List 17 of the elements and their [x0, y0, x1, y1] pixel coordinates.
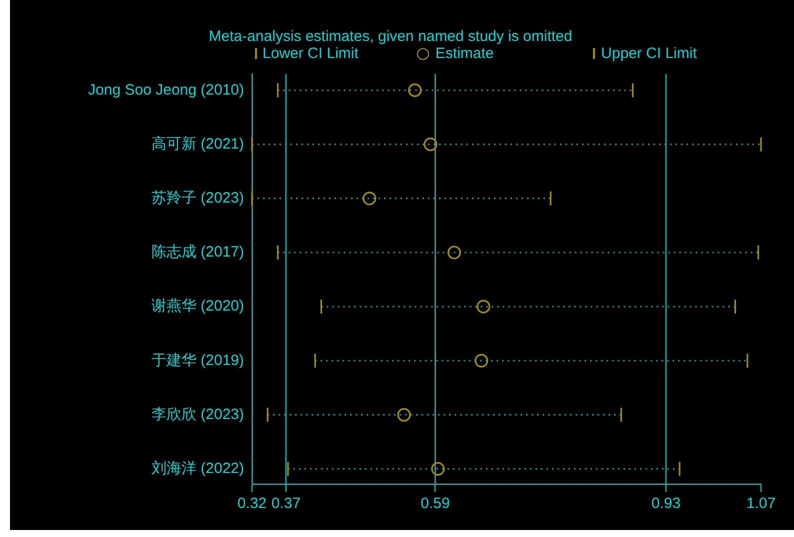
y-tick-label: 陈志成 (2017): [151, 244, 244, 261]
x-tick-label: 0.93: [651, 495, 681, 512]
chart-title: Meta-analysis estimates, given named study is omitted: [208, 28, 572, 46]
text: Upper CI Limit: [601, 45, 697, 62]
y-tick-label: Jong Soo Jeong (2010): [88, 81, 244, 98]
x-tick-label: 0.37: [271, 495, 301, 512]
y-tick-label: 刘海洋 (2022): [151, 460, 244, 477]
y-tick-label: 于建华 (2019): [151, 352, 244, 369]
x-tick-label: 1.07: [746, 495, 776, 512]
y-tick-label: 高可新 (2021): [151, 135, 244, 152]
y-tick-label: 李欣欣 (2023): [151, 406, 244, 423]
text: Lower CI Limit: [262, 45, 358, 62]
y-tick-label: 苏羚子 (2023): [151, 190, 244, 207]
legend-label: Estimate: [435, 45, 494, 62]
x-tick-label: 0.32: [237, 495, 267, 512]
y-tick-label: 谢燕华 (2020): [151, 298, 244, 315]
x-tick-label: 0.59: [420, 495, 450, 512]
